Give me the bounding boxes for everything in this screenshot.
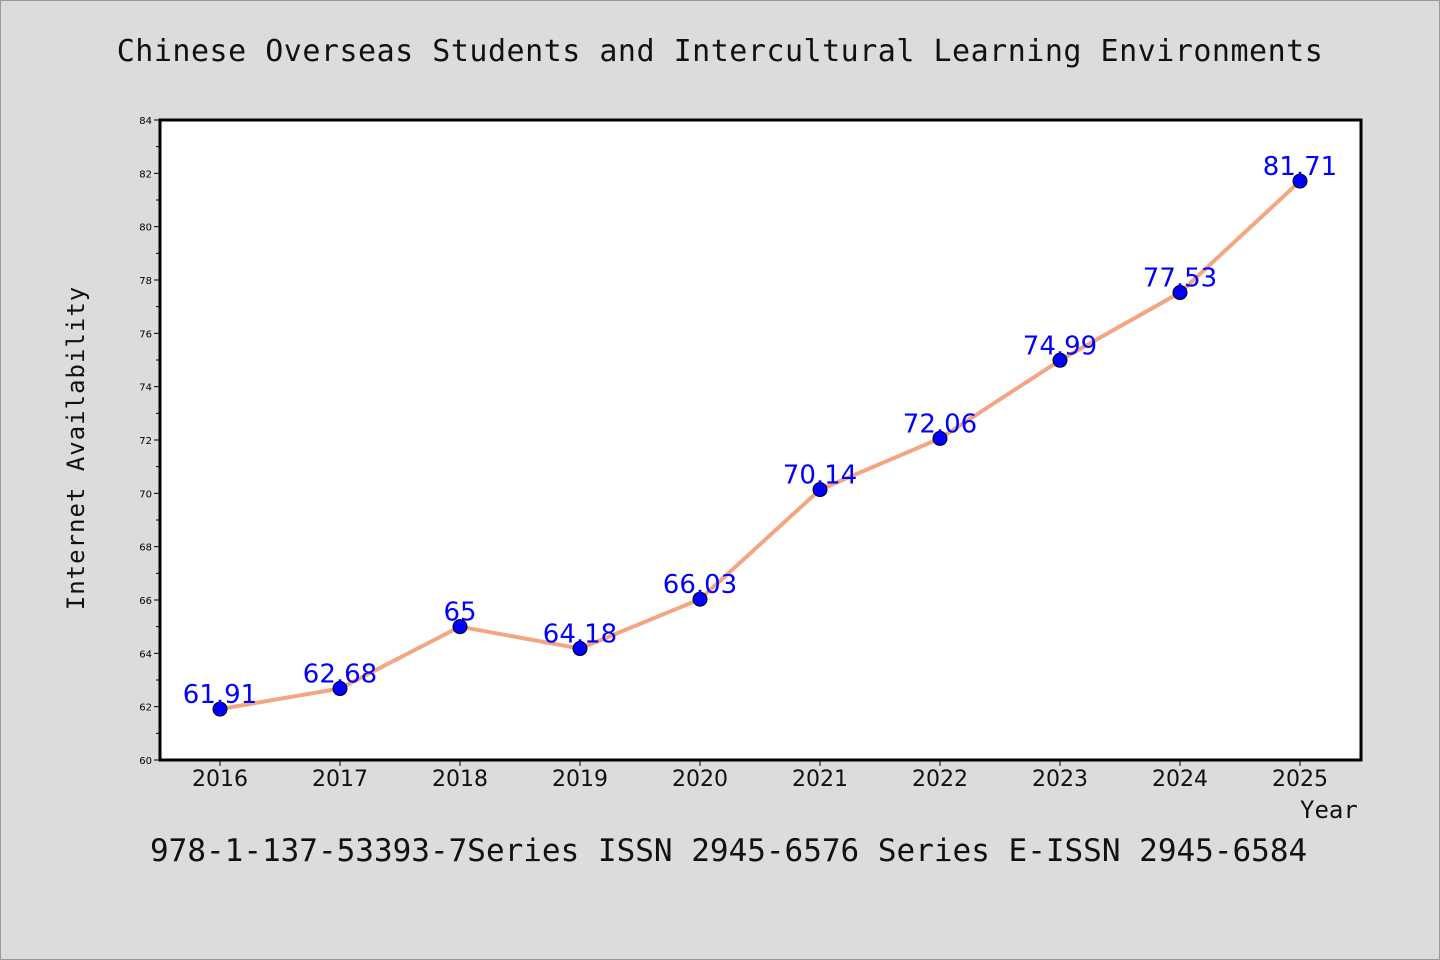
x-tick-label: 2025 (1272, 767, 1328, 792)
x-tick-label: 2023 (1032, 767, 1088, 792)
data-point (1172, 285, 1188, 301)
footer-isbn-issn: 978-1-137-53393-7Series ISSN 2945-6576 S… (150, 833, 1308, 869)
data-label: 74.99 (1023, 331, 1097, 361)
data-point (332, 681, 348, 697)
data-point (1052, 352, 1068, 368)
x-tick-label: 2017 (312, 767, 368, 792)
data-point (1292, 173, 1308, 189)
data-label: 61.91 (183, 680, 257, 710)
x-tick-label: 2021 (792, 767, 848, 792)
data-label: 66.03 (663, 570, 737, 600)
data-label: 77.53 (1143, 264, 1217, 294)
x-tick-label: 2022 (912, 767, 968, 792)
x-tick-label: 2018 (432, 767, 488, 792)
y-tick-label: 84 (139, 116, 152, 127)
series-line (218, 179, 1302, 712)
data-label: 62.68 (303, 660, 377, 690)
y-tick-label: 70 (139, 489, 152, 500)
y-tick-label: 82 (139, 169, 152, 180)
data-point (452, 619, 468, 635)
data-point (692, 591, 708, 607)
plot-frame (158, 118, 1363, 762)
y-tick-label: 74 (139, 383, 152, 394)
data-label: 70.14 (783, 461, 857, 491)
data-point (812, 482, 828, 498)
data-point (212, 701, 228, 717)
chart-title: Chinese Overseas Students and Intercultu… (116, 34, 1324, 69)
data-label: 72.06 (903, 409, 977, 439)
x-tick-label: 2024 (1152, 767, 1208, 792)
data-label: 65 (443, 598, 476, 628)
y-tick-label: 76 (139, 329, 152, 340)
plot-area (160, 120, 1361, 760)
x-tick-label: 2016 (192, 767, 248, 792)
y-tick-label: 80 (139, 223, 152, 234)
y-tick-label: 72 (139, 436, 152, 447)
y-tick-label: 78 (139, 276, 152, 287)
y-tick-label: 64 (139, 649, 152, 660)
y-tick-label: 62 (139, 703, 152, 714)
data-label: 81.71 (1263, 152, 1337, 182)
x-tick-label: 2019 (552, 767, 608, 792)
y-tick-label: 60 (139, 756, 152, 767)
y-tick-label: 66 (139, 596, 152, 607)
data-point (932, 430, 948, 446)
data-label: 64.18 (543, 620, 617, 650)
x-tick-label: 2020 (672, 767, 728, 792)
y-tick-label: 68 (139, 543, 152, 554)
data-point (572, 641, 588, 657)
x-axis-label: Year (1300, 796, 1358, 824)
